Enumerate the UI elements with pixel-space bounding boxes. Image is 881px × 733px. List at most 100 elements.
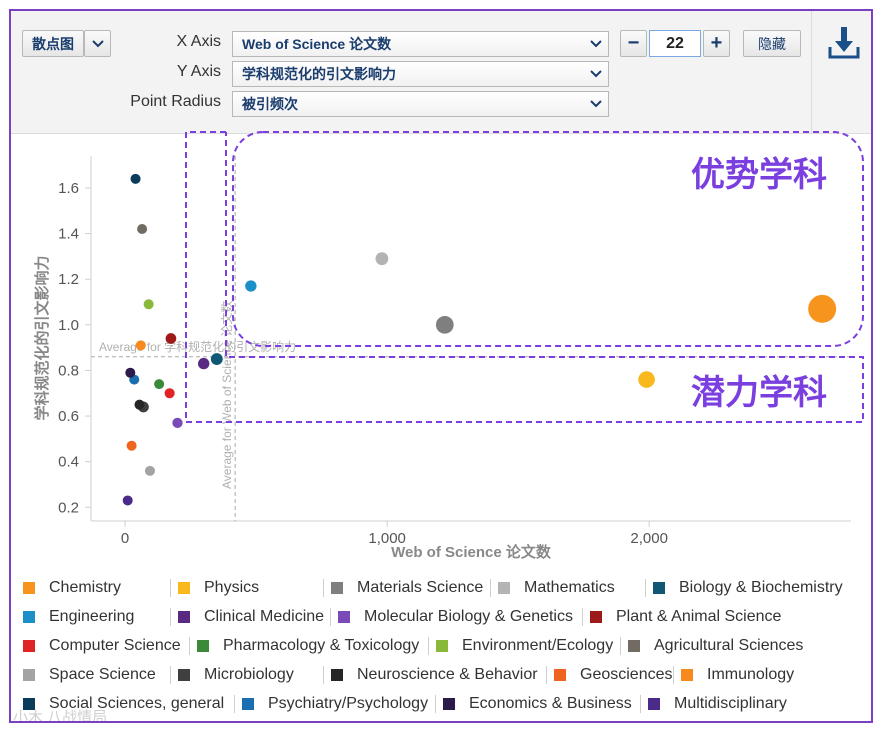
legend-swatch [23,611,35,623]
legend-swatch [23,698,35,710]
legend-item[interactable]: Computer Science [23,635,181,657]
legend-item[interactable]: Pharmacology & Toxicology [197,635,419,657]
legend-item[interactable]: Biology & Biochemistry [653,577,843,599]
data-point [808,294,837,323]
legend-separator [428,637,429,655]
x-tick-label: 1,000 [368,530,406,547]
y-tick-label: 0.6 [58,408,79,425]
legend-item[interactable]: Physics [178,577,259,599]
legend-label: Pharmacology & Toxicology [223,637,420,654]
increase-count-button[interactable]: + [703,30,730,57]
potential-region-box [185,131,864,423]
legend-label: Agricultural Sciences [654,637,804,654]
legend-item[interactable]: Immunology [681,664,794,686]
data-point [144,465,155,476]
legend-label: Molecular Biology & Genetics [364,608,573,625]
legend-item[interactable]: Mathematics [498,577,615,599]
legend-item[interactable]: Microbiology [178,664,294,686]
legend-swatch [648,698,660,710]
legend-item[interactable]: Multidisciplinary [648,693,787,715]
legend-swatch [178,582,190,594]
legend-label: Biology & Biochemistry [679,579,843,596]
legend-separator [582,608,583,626]
legend-separator [435,695,436,713]
y-tick-label: 1.4 [58,226,79,243]
y-axis-title: 学科规范化的引文影响力 [33,255,51,420]
watermark-text: 小木 八战情局 [13,709,108,723]
legend-label: Materials Science [357,579,484,596]
legend-separator [170,608,171,626]
y-axis-select[interactable]: 学科规范化的引文影响力 [232,61,609,87]
point-radius-select-value: 被引频次 [242,96,298,112]
legend-swatch [436,640,448,652]
legend-separator [170,579,171,597]
download-icon[interactable] [827,25,861,61]
x-axis-select[interactable]: Web of Science 论文数 [232,31,609,57]
y-tick-label: 1.2 [58,271,79,288]
hide-button[interactable]: 隐藏 [743,30,801,57]
legend-item[interactable]: Geosciences [554,664,673,686]
data-point [245,280,257,292]
legend-label: Chemistry [49,579,122,596]
legend-separator [323,579,324,597]
legend-swatch [331,582,343,594]
legend-separator [620,637,621,655]
data-point [375,252,389,266]
chart-type-dropdown-button[interactable] [84,30,111,57]
toolbar: 散点图 X Axis Y Axis Point Radius Web of Sc… [11,11,871,134]
legend-label: Environment/Ecology [462,637,614,654]
scatter-chart: 0.2 0.4 0.6 0.8 1.0 1.2 1.4 1.6 0 1,000 2,000 Web o… [33,131,864,561]
y-tick-label: 0.2 [58,499,79,516]
legend-item[interactable]: Molecular Biology & Genetics [338,606,573,628]
download-panel [811,11,871,133]
legend-label: Social Sciences, general [49,695,225,712]
legend-item[interactable]: Materials Science [331,577,483,599]
y-tick-label: 0.4 [58,454,79,471]
legend-swatch [178,611,190,623]
y-tick-label: 1.0 [58,317,79,334]
legend-item[interactable]: Neuroscience & Behavior [331,664,538,686]
legend-item[interactable]: Clinical Medicine [178,606,324,628]
x-axis-title: Web of Science 论文数 [391,543,552,561]
data-point [638,371,655,388]
legend-item[interactable]: Psychiatry/Psychology [242,693,428,715]
x-tick-label: 2,000 [630,530,668,547]
point-radius-select[interactable]: 被引频次 [232,91,609,117]
data-point [130,173,141,184]
advantage-label: 优势学科 [691,155,827,195]
legend-separator [189,637,190,655]
average-x-label: Average for Web of Science 论文数 [219,301,234,489]
legend-label: Immunology [707,666,795,683]
potential-label: 潜力学科 [691,373,827,413]
legend-item[interactable]: Social Sciences, general [23,693,224,715]
legend-item[interactable]: Chemistry [23,577,121,599]
legend-swatch [178,669,190,681]
chevron-down-icon [584,32,608,56]
legend-item[interactable]: Agricultural Sciences [628,635,803,657]
legend-item[interactable]: Economics & Business [443,693,632,715]
legend-swatch [23,582,35,594]
legend-item[interactable]: Plant & Animal Science [590,606,781,628]
legend-label: Microbiology [204,666,294,683]
legend-label: Physics [204,579,260,596]
legend-item[interactable]: Engineering [23,606,134,628]
chart-type-button[interactable]: 散点图 [22,30,84,57]
y-axis-select-value: 学科规范化的引文影响力 [242,66,396,82]
y-tick-label: 0.8 [58,362,79,379]
legend-item[interactable]: Environment/Ecology [436,635,613,657]
decrease-count-button[interactable]: − [620,30,647,57]
chart-panel: 散点图 X Axis Y Axis Point Radius Web of Sc… [9,9,873,723]
legend-swatch [653,582,665,594]
legend-label: Multidisciplinary [674,695,787,712]
legend-separator [645,579,646,597]
legend-label: Economics & Business [469,695,632,712]
data-point [134,399,145,410]
legend-swatch [331,669,343,681]
legend-item[interactable]: Space Science [23,664,156,686]
legend-label: Psychiatry/Psychology [268,695,429,712]
legend-label: Clinical Medicine [204,608,325,625]
data-point [198,357,210,370]
count-input[interactable]: 22 [649,30,701,57]
legend-label: Geosciences [580,666,673,683]
legend-label: Mathematics [524,579,615,596]
